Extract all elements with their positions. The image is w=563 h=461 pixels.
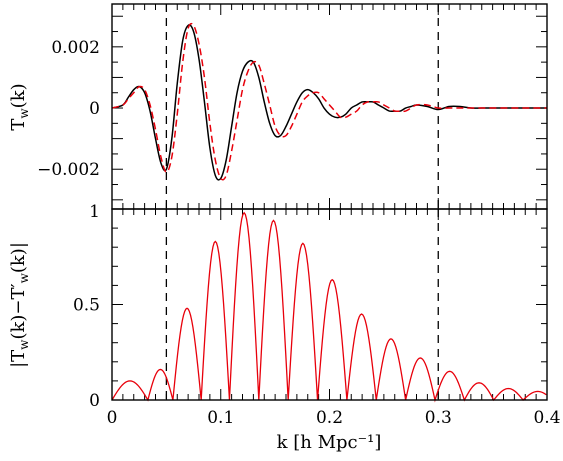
bottom-ticks bbox=[111, 208, 548, 401]
top-series bbox=[111, 22, 547, 181]
x-tick-label: 0.1 bbox=[207, 408, 234, 428]
top-ytick-labels: 0.002 0 −0.002 bbox=[37, 38, 100, 180]
y-tick-label: 0.002 bbox=[51, 38, 100, 58]
top-ticks bbox=[111, 4, 548, 209]
top-panel: 0.002 0 −0.002 Tw(k) bbox=[8, 3, 548, 210]
residual-lobes-line bbox=[111, 211, 547, 403]
top-vlines bbox=[165, 4, 439, 209]
bottom-ylabel-sub2: w bbox=[17, 272, 31, 283]
top-ylabel: Tw(k) bbox=[8, 83, 31, 130]
bottom-ylabel-c: (k)| bbox=[8, 242, 29, 273]
x-axis-label: k [h Mpc⁻¹] bbox=[277, 432, 382, 453]
bottom-panel: 00.51 0 0.1 0.2 0.3 0.4 |Tw(k)−T′w(k)| k [h … bbox=[8, 202, 561, 453]
top-ylabel-tail: (k) bbox=[8, 83, 29, 108]
top-frame bbox=[111, 3, 548, 210]
x-tick-label: 0.3 bbox=[425, 408, 452, 428]
y-tick-label: 0.5 bbox=[73, 296, 100, 316]
series-line-dashed bbox=[111, 22, 547, 181]
y-tick-label: 1 bbox=[89, 202, 100, 222]
x-tick-label: 0.2 bbox=[316, 408, 343, 428]
svg-text:Tw(k): Tw(k) bbox=[8, 83, 31, 130]
bottom-ylabel: |Tw(k)−T′w(k)| bbox=[8, 242, 31, 368]
svg-text:|Tw(k)−T′w(k)|: |Tw(k)−T′w(k)| bbox=[8, 242, 31, 368]
bottom-ylabel-b: (k)−T′ bbox=[8, 283, 29, 339]
series-line-solid bbox=[111, 24, 547, 181]
bottom-xtick-labels: 0 0.1 0.2 0.3 0.4 bbox=[107, 408, 561, 428]
x-tick-label: 0 bbox=[107, 408, 118, 428]
y-tick-label: −0.002 bbox=[37, 160, 100, 180]
top-ylabel-main: T bbox=[8, 119, 29, 131]
y-tick-label: 0 bbox=[89, 391, 100, 411]
y-tick-label: 0 bbox=[89, 99, 100, 119]
bottom-series bbox=[111, 211, 547, 403]
x-tick-label: 0.4 bbox=[533, 408, 560, 428]
top-ylabel-sub: w bbox=[17, 108, 31, 119]
bottom-vlines bbox=[165, 209, 439, 400]
bottom-frame bbox=[111, 208, 548, 401]
bottom-ytick-labels: 00.51 bbox=[73, 202, 100, 411]
bottom-ylabel-a: |T bbox=[8, 350, 29, 368]
bottom-ylabel-sub1: w bbox=[17, 339, 31, 350]
